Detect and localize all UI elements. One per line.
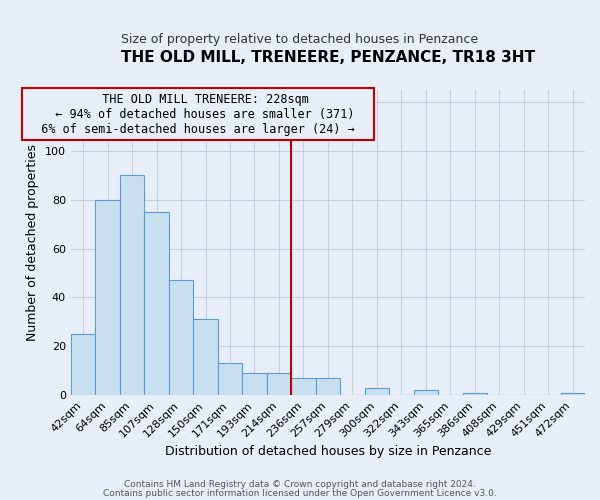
Bar bbox=[291, 378, 316, 395]
Text: Contains HM Land Registry data © Crown copyright and database right 2024.: Contains HM Land Registry data © Crown c… bbox=[124, 480, 476, 489]
Text: Contains public sector information licensed under the Open Government Licence v3: Contains public sector information licen… bbox=[103, 488, 497, 498]
Bar bbox=[365, 388, 389, 395]
Bar bbox=[169, 280, 193, 395]
Bar bbox=[316, 378, 340, 395]
Text: THE OLD MILL TRENEERE: 228sqm
  ← 94% of detached houses are smaller (371)
  6% : THE OLD MILL TRENEERE: 228sqm ← 94% of d… bbox=[27, 92, 369, 136]
Bar bbox=[463, 392, 487, 395]
Bar bbox=[218, 364, 242, 395]
Y-axis label: Number of detached properties: Number of detached properties bbox=[26, 144, 40, 341]
Bar bbox=[242, 373, 267, 395]
X-axis label: Distribution of detached houses by size in Penzance: Distribution of detached houses by size … bbox=[165, 444, 491, 458]
Bar bbox=[95, 200, 120, 395]
Bar bbox=[193, 320, 218, 395]
Title: THE OLD MILL, TRENEERE, PENZANCE, TR18 3HT: THE OLD MILL, TRENEERE, PENZANCE, TR18 3… bbox=[121, 50, 535, 65]
Bar bbox=[71, 334, 95, 395]
Bar bbox=[560, 392, 585, 395]
Bar bbox=[267, 373, 291, 395]
Bar bbox=[120, 176, 145, 395]
Text: Size of property relative to detached houses in Penzance: Size of property relative to detached ho… bbox=[121, 32, 479, 46]
Bar bbox=[413, 390, 438, 395]
Bar bbox=[145, 212, 169, 395]
